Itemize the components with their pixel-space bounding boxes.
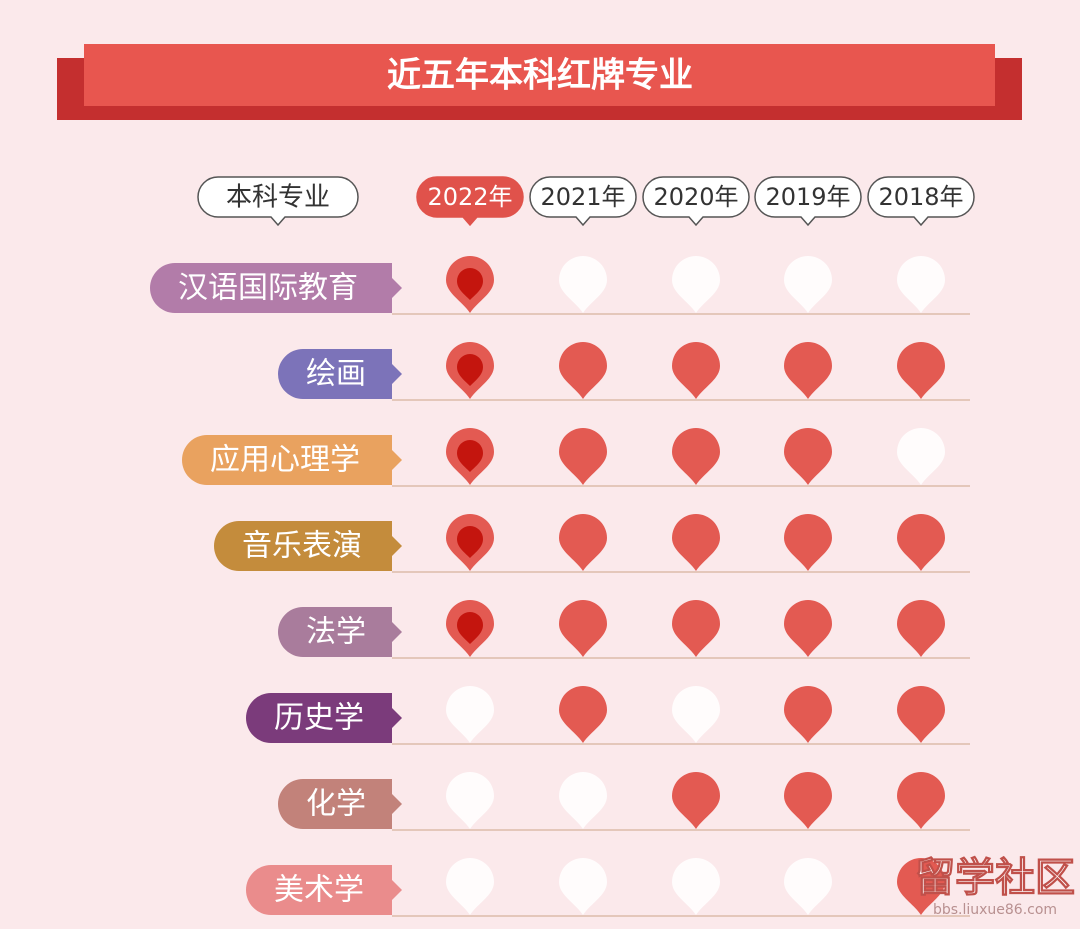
red-pin	[784, 600, 832, 657]
year-label: 2021年	[540, 183, 625, 211]
empty-pin	[784, 858, 832, 915]
red-pin	[897, 686, 945, 743]
row-label: 汉语国际教育	[178, 271, 358, 306]
row-label-tab	[246, 693, 402, 743]
red-pin	[559, 600, 607, 657]
row-label: 化学	[306, 787, 366, 822]
red-pin	[559, 428, 607, 485]
corner-pill	[197, 176, 359, 227]
red-pin	[897, 600, 945, 657]
watermark: 留学社区	[915, 855, 1075, 901]
red-pin	[897, 772, 945, 829]
empty-pin	[672, 686, 720, 743]
row-label-tab	[182, 435, 402, 485]
red-pin	[784, 686, 832, 743]
empty-pin	[897, 256, 945, 313]
year-pill	[642, 176, 750, 227]
red-pin	[897, 514, 945, 571]
row-label-tab	[150, 263, 402, 313]
red-pin	[559, 342, 607, 399]
row-label: 绘画	[306, 357, 366, 392]
empty-pin	[559, 256, 607, 313]
empty-pin	[559, 772, 607, 829]
empty-pin	[559, 858, 607, 915]
red-pin-core	[457, 268, 483, 300]
empty-pin	[446, 686, 494, 743]
year-label: 2018年	[878, 183, 963, 211]
red-pin-core	[457, 354, 483, 386]
empty-pin	[784, 256, 832, 313]
table: 本科专业 2022年 2021年 2020年 2019年 2018年汉语国际教育绘画应用心…	[150, 176, 975, 917]
red-pin	[672, 514, 720, 571]
row-label: 美术学	[274, 873, 364, 908]
red-pin	[897, 342, 945, 399]
red-pin-core	[457, 612, 483, 644]
red-pin	[672, 342, 720, 399]
row-label: 法学	[306, 615, 366, 650]
red-pin	[559, 514, 607, 571]
row-label-tab	[278, 349, 402, 399]
red-pin	[672, 428, 720, 485]
empty-pin	[897, 428, 945, 485]
row-label: 音乐表演	[242, 529, 362, 564]
watermark-url: bbs.liuxue86.com	[933, 902, 1057, 918]
red-pin	[672, 600, 720, 657]
red-pin	[784, 428, 832, 485]
red-pin-core	[457, 440, 483, 472]
row-label-tab	[278, 779, 402, 829]
row-label-tab	[278, 607, 402, 657]
empty-pin	[446, 772, 494, 829]
empty-pin	[446, 858, 494, 915]
corner-label: 本科专业	[226, 183, 330, 213]
empty-pin	[672, 858, 720, 915]
row-label: 应用心理学	[210, 443, 360, 478]
row-label-tab	[214, 521, 402, 571]
year-pill	[867, 176, 975, 227]
title-banner	[84, 44, 995, 106]
red-pin	[897, 858, 945, 915]
red-pin	[784, 772, 832, 829]
red-pin	[559, 686, 607, 743]
row-label: 历史学	[274, 701, 364, 736]
red-pin-core	[457, 526, 483, 558]
empty-pin	[672, 256, 720, 313]
year-label: 2022年	[427, 183, 512, 211]
row-label-tab	[246, 865, 402, 915]
red-pin	[784, 514, 832, 571]
red-pin	[672, 772, 720, 829]
year-pill	[416, 176, 524, 227]
title: 近五年本科红牌专业	[387, 56, 693, 96]
year-pill	[754, 176, 862, 227]
year-pill	[529, 176, 637, 227]
red-pin	[784, 342, 832, 399]
year-label: 2020年	[653, 183, 738, 211]
year-label: 2019年	[765, 183, 850, 211]
